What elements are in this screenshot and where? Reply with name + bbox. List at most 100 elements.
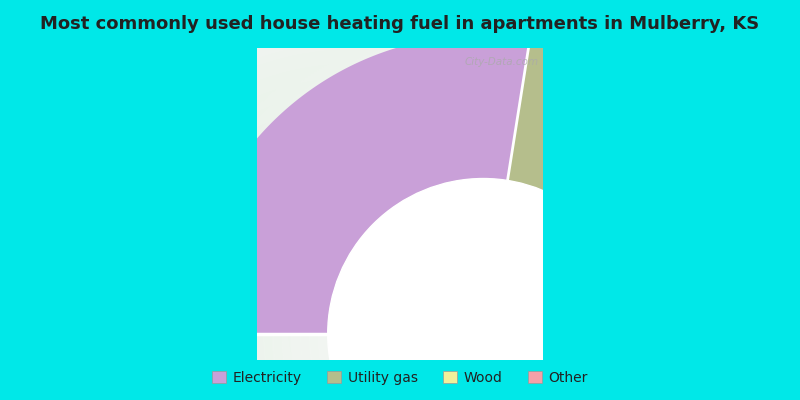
Circle shape [300,151,666,400]
Circle shape [297,277,410,391]
Circle shape [197,178,510,400]
Circle shape [34,15,673,400]
Circle shape [119,100,587,400]
Circle shape [246,96,721,400]
Circle shape [0,0,758,400]
Circle shape [77,57,630,400]
Circle shape [346,327,360,341]
Polygon shape [184,35,530,334]
Circle shape [254,105,712,400]
Legend: Electricity, Utility gas, Wood, Other: Electricity, Utility gas, Wood, Other [206,366,594,390]
Circle shape [419,270,547,398]
Circle shape [0,0,715,400]
Circle shape [0,0,730,400]
Circle shape [105,86,602,400]
Circle shape [211,192,495,400]
Circle shape [392,242,574,400]
Polygon shape [507,39,750,264]
Circle shape [0,0,743,400]
Polygon shape [634,264,782,334]
Circle shape [183,164,523,400]
Circle shape [290,270,417,398]
Circle shape [147,128,559,400]
Circle shape [261,242,446,400]
Circle shape [0,0,736,400]
Circle shape [190,41,776,400]
Circle shape [236,87,730,400]
Circle shape [209,60,758,400]
Circle shape [204,185,502,400]
Circle shape [318,298,389,370]
Circle shape [410,261,557,400]
Circle shape [291,142,675,400]
Circle shape [401,252,566,400]
Circle shape [55,36,651,400]
Circle shape [328,178,638,400]
Circle shape [263,114,703,400]
Circle shape [154,135,552,400]
Circle shape [140,121,566,400]
Circle shape [310,292,396,376]
Text: Most commonly used house heating fuel in apartments in Mulberry, KS: Most commonly used house heating fuel in… [40,15,760,33]
Circle shape [98,78,609,400]
Circle shape [318,169,648,400]
Circle shape [48,29,658,400]
Circle shape [134,114,573,400]
Circle shape [0,0,708,400]
Circle shape [254,235,453,400]
Circle shape [282,133,685,400]
Circle shape [70,50,637,400]
Circle shape [246,228,460,400]
Circle shape [0,0,772,400]
Circle shape [240,220,466,400]
Circle shape [172,23,794,400]
Circle shape [382,233,584,400]
Circle shape [126,107,580,400]
Circle shape [332,313,374,355]
Circle shape [0,0,722,400]
Circle shape [176,157,530,400]
Circle shape [226,206,481,400]
Circle shape [27,8,679,400]
Circle shape [346,197,621,400]
Circle shape [456,306,510,362]
Text: City-Data.com: City-Data.com [465,57,538,67]
Circle shape [325,306,382,362]
Circle shape [474,325,492,343]
Circle shape [364,215,602,400]
Circle shape [0,0,765,400]
Circle shape [190,171,516,400]
Circle shape [227,78,739,400]
Circle shape [20,0,686,400]
Circle shape [112,93,594,400]
Circle shape [13,0,694,400]
Circle shape [169,150,538,400]
Circle shape [0,0,750,400]
Circle shape [83,64,623,400]
Circle shape [428,279,538,389]
Circle shape [337,188,630,400]
Polygon shape [622,198,774,298]
Circle shape [438,288,529,380]
Circle shape [163,14,800,400]
Circle shape [282,263,424,400]
Circle shape [310,160,657,400]
Circle shape [465,316,502,352]
Circle shape [218,68,749,400]
Circle shape [374,224,593,400]
Circle shape [162,142,545,400]
Circle shape [181,32,786,400]
Circle shape [233,213,474,400]
Circle shape [62,43,644,400]
Circle shape [6,0,701,400]
Circle shape [41,22,666,400]
Circle shape [446,297,520,371]
Circle shape [303,284,403,384]
Circle shape [268,249,438,400]
Circle shape [275,256,431,400]
Circle shape [339,320,367,348]
Circle shape [199,50,767,400]
Circle shape [355,206,611,400]
Circle shape [273,124,694,400]
Circle shape [218,199,488,400]
